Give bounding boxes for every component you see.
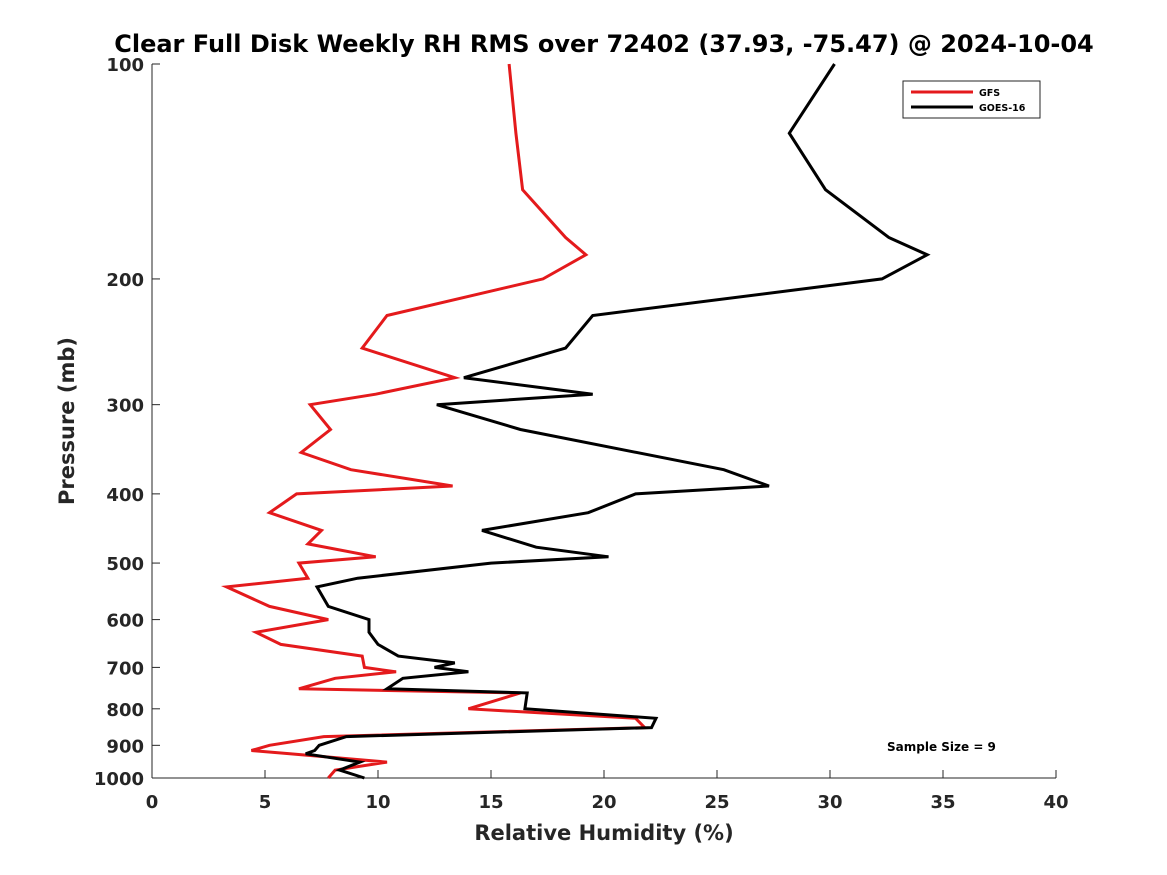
y-tick-label: 600 [106, 611, 144, 632]
x-tick-label: 35 [930, 792, 955, 813]
y-axis-label: Pressure (mb) [55, 337, 79, 505]
sample-size-annotation: Sample Size = 9 [887, 740, 996, 754]
legend-box [902, 80, 1041, 119]
y-tick-label: 900 [106, 736, 144, 757]
x-tick-label: 10 [365, 792, 390, 813]
x-tick-label: 30 [817, 792, 842, 813]
legend-label-gfs: GFS [979, 88, 1000, 99]
y-tick-label: 300 [106, 396, 144, 417]
y-tick-label: 700 [106, 658, 144, 679]
y-tick-label: 800 [106, 700, 144, 721]
x-axis-label: Relative Humidity (%) [474, 821, 733, 845]
plot-area: 0 5 10 15 20 25 30 35 40 100 200 300 400 500 600 700 800… [94, 55, 1069, 813]
chart-title: Clear Full Disk Weekly RH RMS over 72402… [114, 30, 1094, 58]
x-tick-label: 20 [591, 792, 616, 813]
y-tick-label: 500 [106, 554, 144, 575]
y-tick-label: 100 [106, 55, 144, 76]
series-line-goes-16 [305, 63, 931, 780]
y-tick-label: 200 [106, 270, 144, 291]
legend-label-goes-16: GOES-16 [979, 103, 1026, 114]
x-tick-label: 25 [704, 792, 729, 813]
x-tick-label: 0 [146, 792, 159, 813]
legend: GFS GOES-16 [902, 80, 1041, 119]
x-tick-label: 40 [1043, 792, 1068, 813]
y-tick-label: 1000 [94, 769, 144, 790]
x-tick-label: 5 [259, 792, 272, 813]
y-tick-label: 400 [106, 485, 144, 506]
x-tick-label: 15 [478, 792, 503, 813]
